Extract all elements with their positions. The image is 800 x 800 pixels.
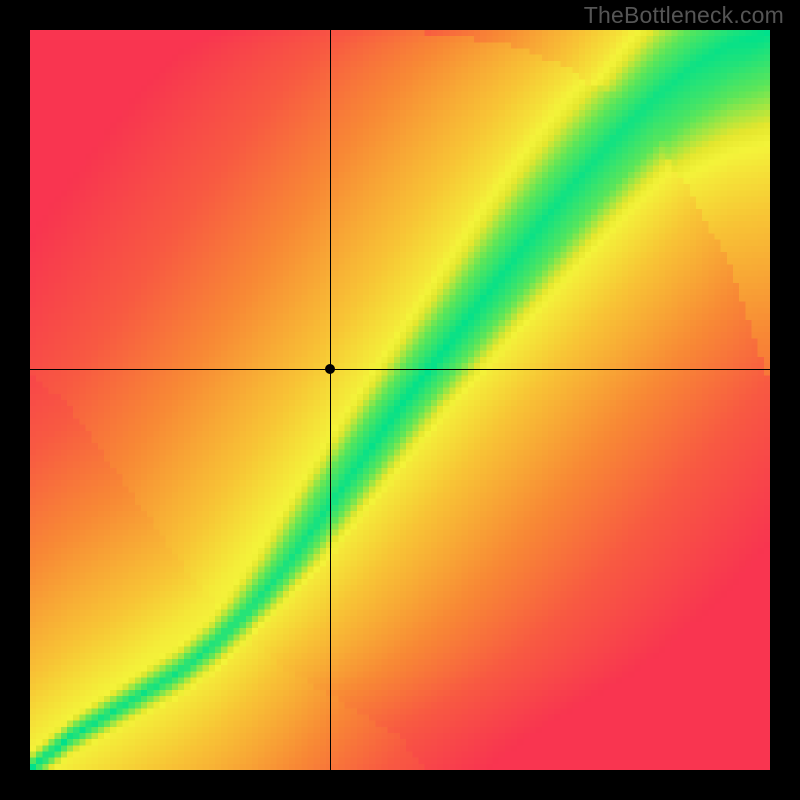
heatmap-canvas (30, 30, 770, 770)
plot-area (30, 30, 770, 770)
chart-container: TheBottleneck.com (0, 0, 800, 800)
crosshair-horizontal (30, 369, 770, 370)
crosshair-vertical (330, 30, 331, 770)
marker-dot (325, 364, 335, 374)
watermark-text: TheBottleneck.com (584, 2, 784, 29)
